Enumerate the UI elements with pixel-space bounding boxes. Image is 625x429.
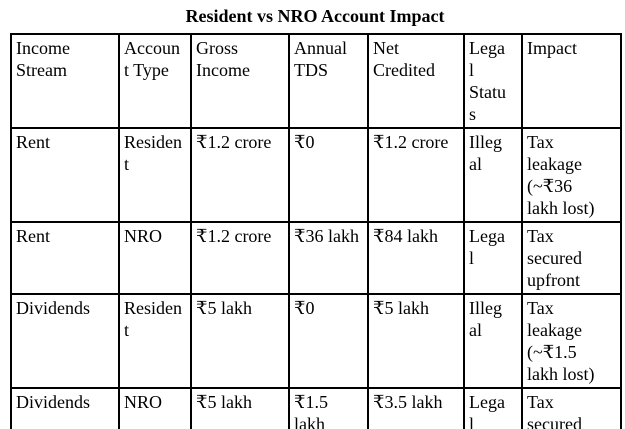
page-title: Resident vs NRO Account Impact <box>185 6 445 26</box>
cell-income-stream: Dividends <box>10 293 120 389</box>
column-header-annual-tds: Annual TDS <box>288 33 369 129</box>
table-row: Rent Resident ₹1.2 crore ₹0 ₹1.2 crore Illega… <box>10 127 622 223</box>
column-header-account-type: Account Type <box>118 33 192 129</box>
cell-annual-tds: ₹0 <box>288 293 369 389</box>
cell-account-type: Resident <box>118 127 192 223</box>
document-page: Resident vs NRO Account Impact Income St… <box>0 5 625 429</box>
cell-impact: Tax leakage (~₹1.5 lakh lost) <box>521 293 622 389</box>
column-header-gross-income: Gross Income <box>190 33 290 129</box>
cell-gross-income: ₹1.2 crore <box>190 221 290 295</box>
table-row: Rent NRO ₹1.2 crore ₹36 lakh ₹84 lakh Legal Ta… <box>10 221 622 295</box>
cell-income-stream: Rent <box>10 127 120 223</box>
cell-net-credited: ₹5 lakh <box>367 293 465 389</box>
resident-vs-nro-table: Income Stream Account Type Gross Income Ann… <box>10 33 622 429</box>
cell-net-credited: ₹84 lakh <box>367 221 465 295</box>
cell-net-credited: ₹1.2 crore <box>367 127 465 223</box>
table-header-row: Income Stream Account Type Gross Income Ann… <box>10 33 622 129</box>
cell-annual-tds: ₹0 <box>288 127 369 223</box>
cell-legal-status: Legal <box>463 221 523 295</box>
cell-legal-status: Legal <box>463 387 523 429</box>
cell-account-type: NRO <box>118 387 192 429</box>
cell-legal-status: Illegal <box>463 127 523 223</box>
table-row: Dividends NRO ₹5 lakh ₹1.5 lakh ₹3.5 lakh Leg… <box>10 387 622 429</box>
header-row: Income Stream Account Type Gross Income Ann… <box>10 33 622 129</box>
cell-annual-tds: ₹1.5 lakh <box>288 387 369 429</box>
cell-gross-income: ₹1.2 crore <box>190 127 290 223</box>
cell-gross-income: ₹5 lakh <box>190 387 290 429</box>
cell-account-type: Resident <box>118 293 192 389</box>
cell-income-stream: Dividends <box>10 387 120 429</box>
cell-gross-income: ₹5 lakh <box>190 293 290 389</box>
cell-account-type: NRO <box>118 221 192 295</box>
column-header-impact: Impact <box>521 33 622 129</box>
cell-annual-tds: ₹36 lakh <box>288 221 369 295</box>
table-body: Rent Resident ₹1.2 crore ₹0 ₹1.2 crore Illega… <box>10 127 622 429</box>
cell-impact: Tax leakage (~₹36 lakh lost) <box>521 127 622 223</box>
column-header-income-stream: Income Stream <box>10 33 120 129</box>
cell-impact: Tax secured upfront <box>521 387 622 429</box>
column-header-legal-status: Legal Status <box>463 33 523 129</box>
cell-legal-status: Illegal <box>463 293 523 389</box>
table-row: Dividends Resident ₹5 lakh ₹0 ₹5 lakh Illegal… <box>10 293 622 389</box>
column-header-net-credited: Net Credited <box>367 33 465 129</box>
cell-net-credited: ₹3.5 lakh <box>367 387 465 429</box>
cell-income-stream: Rent <box>10 221 120 295</box>
cell-impact: Tax secured upfront <box>521 221 622 295</box>
